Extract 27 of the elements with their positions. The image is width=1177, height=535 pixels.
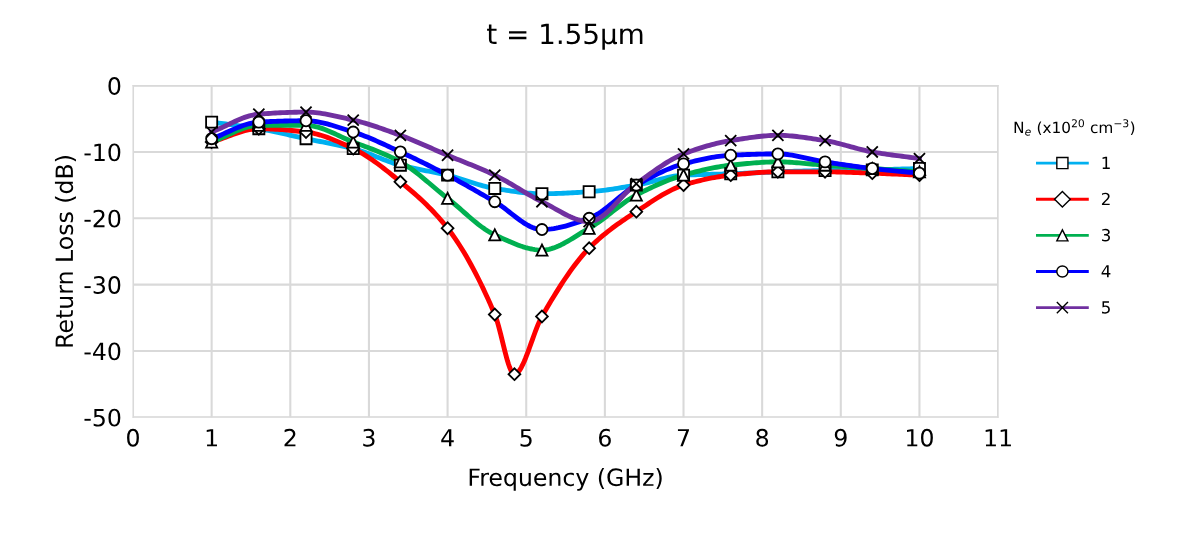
- y-tick-label: 0: [108, 77, 121, 95]
- legend-title: N$_{e}$ (x10$^{20}$ cm$^{−3}$): [1014, 119, 1135, 136]
- x-tick-label: 3: [363, 428, 375, 447]
- chart-title: t = 1.55μm: [487, 23, 643, 50]
- y-tick-label: -30: [84, 276, 121, 294]
- x-tick-label: 4: [441, 429, 454, 447]
- x-tick-label: 9: [834, 428, 847, 447]
- legend-label: 4: [1101, 265, 1111, 278]
- x-tick-label: 1: [206, 429, 217, 447]
- x-tick-label: 6: [599, 428, 611, 447]
- y-axis-title: Return Loss (dB): [54, 156, 76, 347]
- y-tick-label: -10: [84, 143, 121, 162]
- x-tick-label: 10: [907, 428, 933, 447]
- y-tick-label: -40: [84, 342, 121, 361]
- x-tick-label: 2: [284, 428, 296, 447]
- y-tick-label: -50: [84, 408, 121, 427]
- legend-label: 5: [1102, 301, 1110, 314]
- legend-label: 3: [1102, 228, 1110, 242]
- x-axis-title: Frequency (GHz): [469, 467, 662, 491]
- y-tick-label: -20: [84, 209, 121, 228]
- x-tick-label: 8: [756, 428, 769, 447]
- x-tick-label: 0: [127, 428, 139, 447]
- x-tick-label: 11: [985, 429, 1011, 447]
- legend-label: 2: [1101, 192, 1110, 206]
- x-tick-label: 5: [520, 429, 532, 447]
- x-tick-label: 7: [677, 429, 690, 447]
- legend-label: 1: [1102, 156, 1110, 169]
